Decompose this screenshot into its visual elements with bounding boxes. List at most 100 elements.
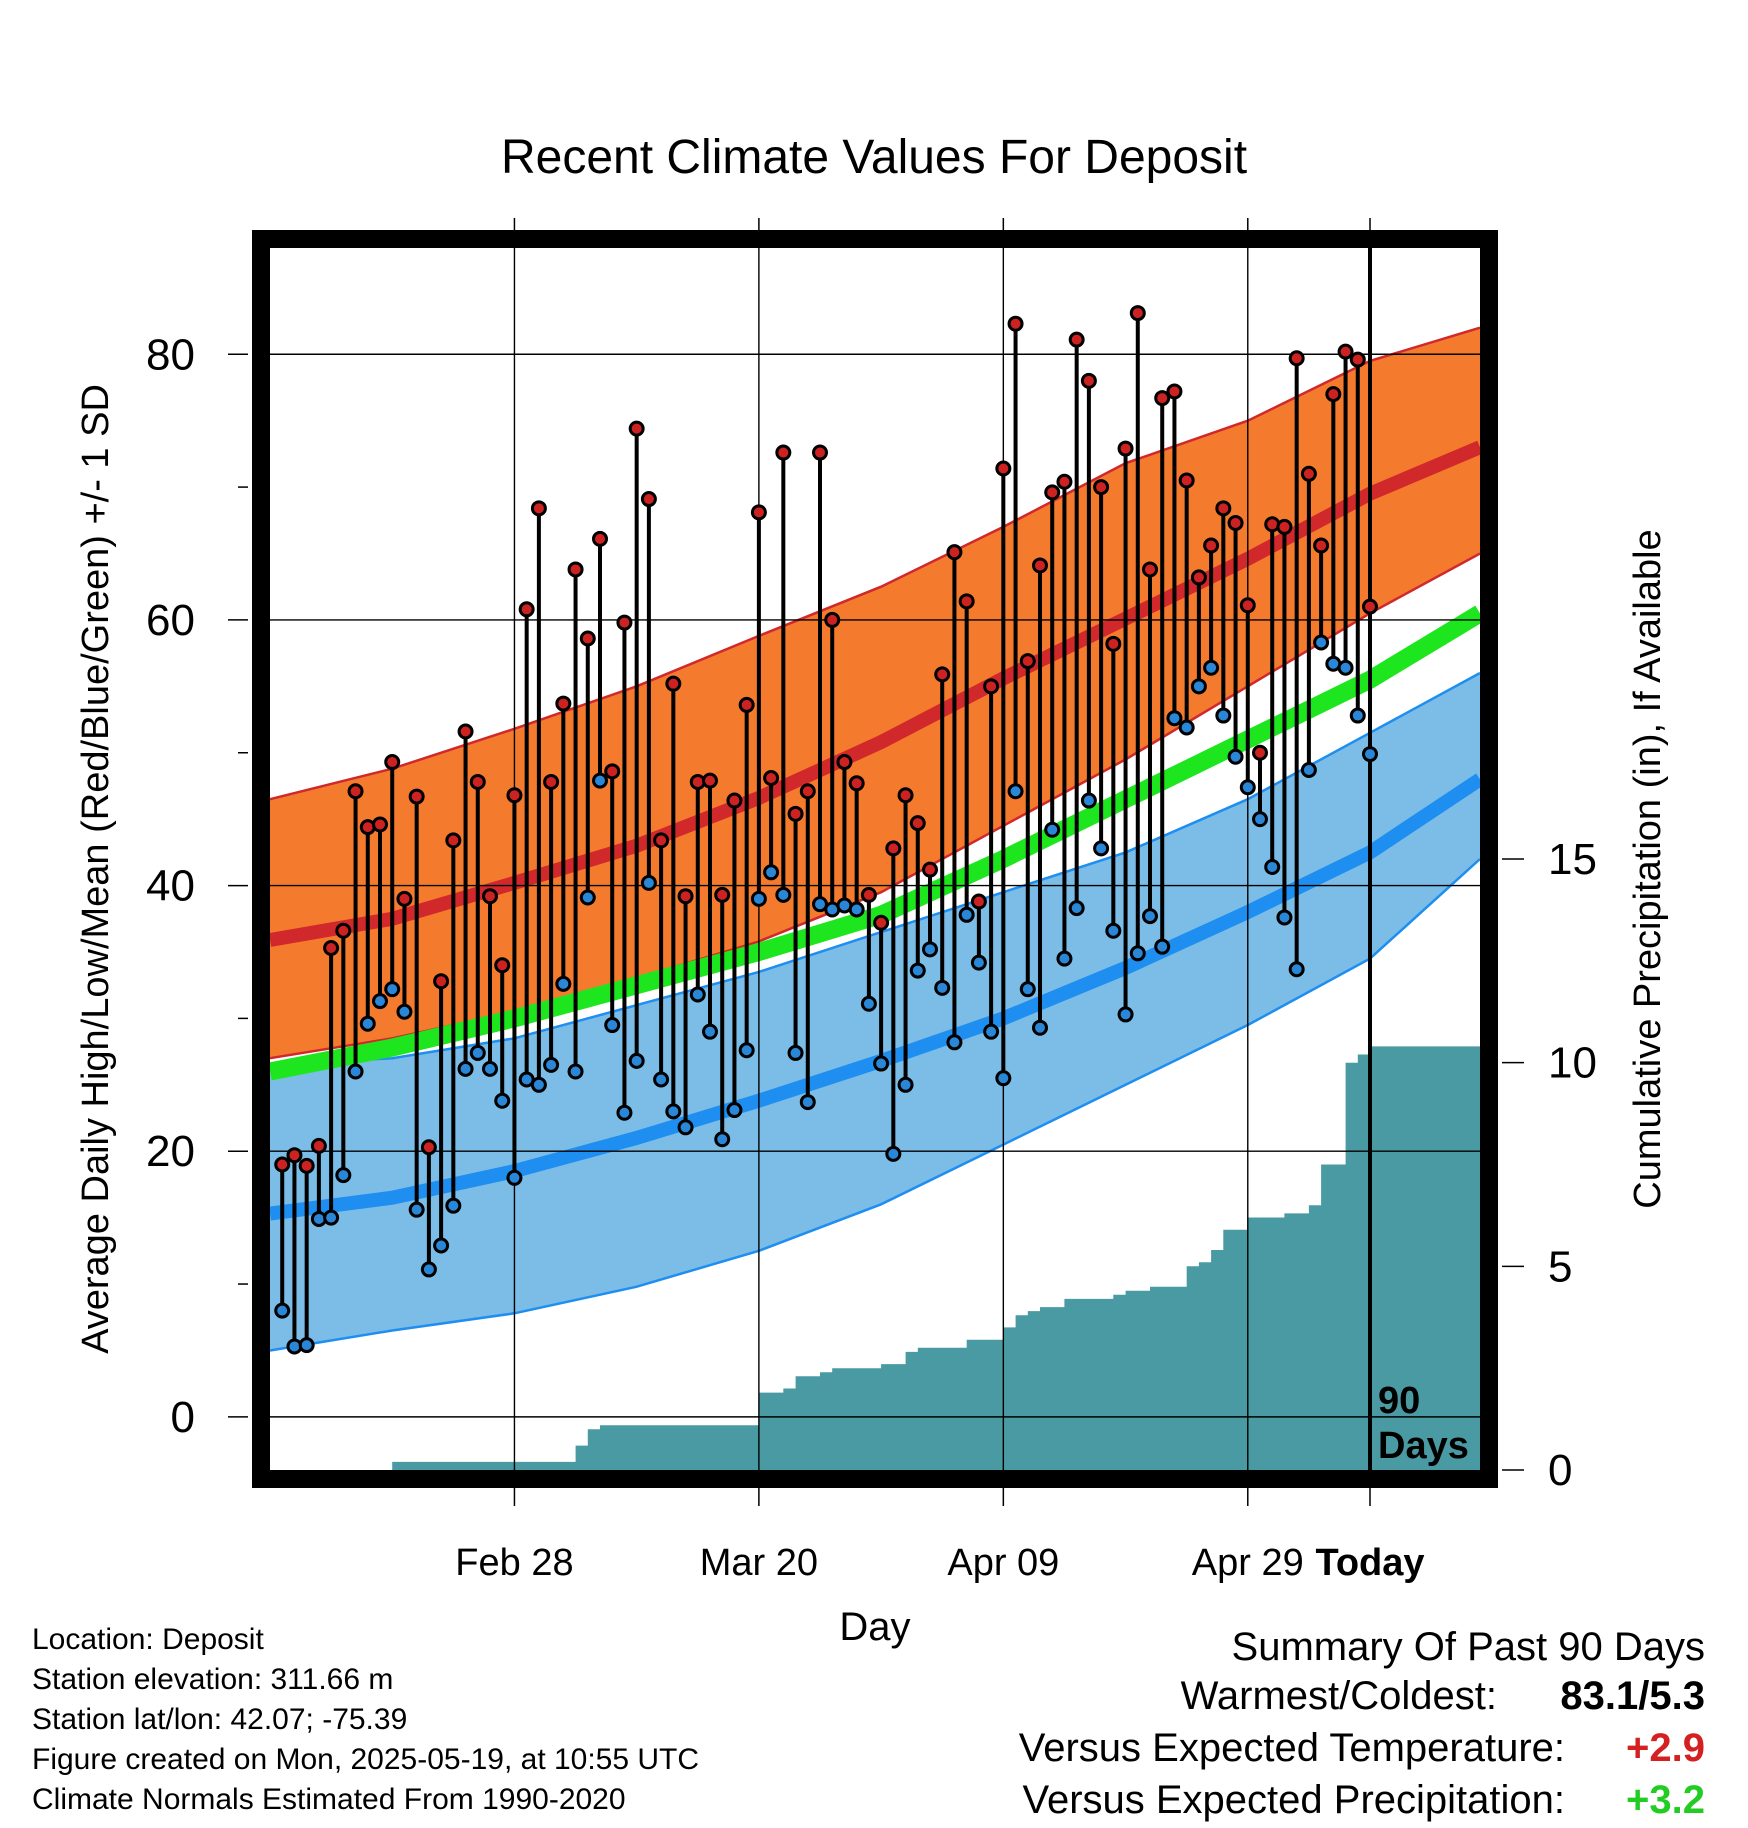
daily-high-point [848,775,865,792]
daily-low-point [958,906,975,923]
daily-high-point [1178,472,1195,489]
daily-low-point [274,1302,291,1319]
daily-low-point [1276,909,1293,926]
daily-high-point [750,504,767,521]
daily-high-point [1142,561,1158,578]
daily-low-point [763,864,780,881]
daily-low-point [445,1197,462,1214]
daily-low-point [1239,779,1256,796]
daily-low-point [482,1060,498,1077]
daily-high-point [310,1137,327,1154]
daily-high-point [714,886,731,903]
daily-low-point [1142,908,1158,925]
x-axis-title: Day [839,1605,910,1649]
daily-high-point [628,420,645,437]
daily-low-point [714,1131,731,1148]
daily-high-point [1129,305,1146,322]
daily-high-point [922,861,938,878]
daily-low-point [543,1056,560,1073]
temp-row: Versus Expected Temperature: +2.9 [1019,1722,1705,1774]
daily-high-point [482,888,498,905]
daily-low-point [1080,792,1097,809]
daily-high-point [469,773,486,790]
daily-low-point [995,1070,1012,1087]
daily-range-bars [280,313,1372,1347]
high-sd-band [270,327,1480,1059]
daily-high-point [1044,484,1061,501]
elevation-text: Station elevation: 311.66 m [32,1663,394,1696]
daily-low-point [665,1103,682,1120]
daily-high-point [836,754,853,771]
daily-high-point [1080,372,1097,389]
daily-low-point [1252,811,1268,828]
daily-low-point [506,1169,523,1186]
daily-low-point [555,975,572,992]
daily-high-point [860,886,877,903]
daily-high-point [1190,569,1207,586]
daily-high-point [1325,386,1342,403]
daily-high-point [1007,315,1024,332]
daily-low-point [946,1034,963,1051]
daily-high-point [433,973,450,990]
precip-row: Versus Expected Precipitation: +3.2 [1022,1774,1705,1826]
high-upper-edge [269,326,1481,801]
daily-high-point [775,444,792,461]
latlon-text: Station lat/lon: 42.07; -75.39 [32,1703,408,1736]
daily-low-point [787,1044,804,1061]
low-sd-band [270,673,1480,1351]
daily-low-point [934,979,951,996]
low-lower-edge [269,858,1481,1352]
daily-high-point [567,561,584,578]
daily-high-point [1117,440,1134,457]
daily-low-point [1166,710,1183,727]
daily-high-point [909,815,926,832]
daily-high-point [1362,598,1378,615]
daily-low-point [567,1063,584,1080]
daily-high-point [530,500,547,517]
created-text: Figure created on Mon, 2025-05-19, at 10… [32,1743,700,1776]
daily-low-point [775,886,792,903]
daily-low-point [323,1209,340,1226]
daily-low-point [1129,945,1146,962]
x-tick-label: Feb 28 [455,1542,573,1584]
daily-low-point [885,1145,902,1162]
days-label-number: 90 [1378,1380,1420,1422]
x-tick-label: Today [1315,1542,1424,1584]
daily-high-point [274,1156,291,1173]
daily-low-point [1093,840,1110,857]
daily-low-point [677,1119,694,1136]
daily-high-point [1032,557,1048,574]
daily-low-point [604,1017,621,1034]
daily-low-point [738,1042,755,1059]
daily-low-point [1300,762,1317,779]
daily-high-point [1093,479,1110,496]
daily-high-point [1166,383,1183,400]
daily-high-point [1203,537,1220,554]
daily-low-point [408,1201,425,1218]
daily-low-point [433,1237,450,1254]
daily-high-point [1215,500,1232,517]
daily-high-point [408,788,425,805]
daily-high-point [518,601,535,618]
daily-high-point [579,630,596,647]
daily-low-point [689,986,706,1003]
daily-high-point [1056,473,1073,490]
warmest-coldest-label: Warmest/Coldest: [1180,1674,1497,1718]
daily-low-point [628,1052,645,1069]
daily-low-point [970,954,987,971]
daily-high-point [702,772,718,789]
y-tick-label: 20 [146,1127,195,1176]
daily-low-point [1349,707,1366,724]
daily-high-point [372,816,388,833]
daily-high-point [298,1157,315,1174]
x-tick-label: Apr 29 [1192,1542,1304,1584]
daily-low-point [1227,748,1244,765]
daily-high-point [543,773,560,790]
daily-low-point [922,941,938,958]
warmest-coldest-value: 83.1/5.3 [1560,1674,1705,1718]
y-tick-label: 80 [146,330,195,379]
daily-low-point [335,1167,352,1184]
daily-high-point [1227,514,1244,531]
daily-high-point [1019,653,1036,670]
daily-high-point [799,783,816,800]
